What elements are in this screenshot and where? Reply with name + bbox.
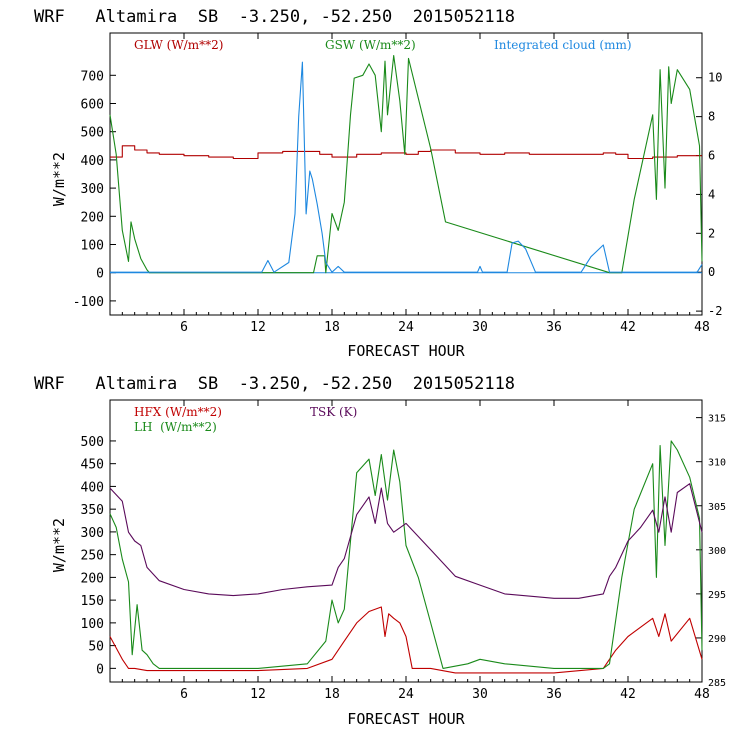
x-tick-label: 12 bbox=[250, 687, 266, 702]
chart-title: WRF Altamira SB -3.250, -52.250 20150521… bbox=[34, 7, 515, 27]
x-tick-label: 30 bbox=[472, 320, 488, 335]
x-tick-label: 42 bbox=[620, 687, 636, 702]
y2-tick-label: 310 bbox=[708, 458, 726, 469]
legend-glw: GLW (W/m**2) bbox=[134, 38, 223, 52]
y2-tick-label: 0 bbox=[708, 265, 715, 279]
x-tick-label: 42 bbox=[620, 320, 636, 335]
y2-tick-label: 2 bbox=[708, 226, 715, 240]
y-tick-label: 100 bbox=[81, 239, 104, 254]
x-axis-label: FORECAST HOUR bbox=[347, 710, 465, 728]
x-tick-label: 6 bbox=[180, 687, 188, 702]
x-tick-label: 36 bbox=[546, 320, 562, 335]
x-tick-label: 36 bbox=[546, 687, 562, 702]
y2-tick-label: 6 bbox=[708, 149, 715, 163]
legend-cloud: Integrated cloud (mm) bbox=[494, 38, 632, 52]
y-tick-label: -100 bbox=[73, 295, 104, 310]
y-tick-label: 0 bbox=[96, 267, 104, 282]
legend-hfx: HFX (W/m**2) bbox=[134, 405, 222, 419]
y2-tick-label: 305 bbox=[708, 502, 726, 513]
y-tick-label: 500 bbox=[81, 435, 104, 450]
y-tick-label: 300 bbox=[81, 526, 104, 541]
y-tick-label: 500 bbox=[81, 126, 104, 141]
x-tick-label: 24 bbox=[398, 320, 414, 335]
y-tick-label: 350 bbox=[81, 503, 104, 518]
y-tick-label: 200 bbox=[81, 210, 104, 225]
x-tick-label: 48 bbox=[694, 320, 710, 335]
y-tick-label: 100 bbox=[81, 617, 104, 632]
y2-tick-label: 290 bbox=[708, 634, 726, 645]
series-glw-line bbox=[110, 145, 702, 160]
x-axis-label: FORECAST HOUR bbox=[347, 342, 465, 360]
series-integrated-line bbox=[110, 61, 703, 273]
y-axis-label: W/m**2 bbox=[50, 152, 68, 206]
y2-tick-label: 295 bbox=[708, 590, 726, 601]
radiation-cloud-chart: WRF Altamira SB -3.250, -52.250 20150521… bbox=[34, 7, 722, 360]
y-tick-label: 200 bbox=[81, 571, 104, 586]
y2-tick-label: 10 bbox=[708, 71, 722, 85]
y-tick-label: 50 bbox=[88, 640, 104, 655]
y2-tick-label: 4 bbox=[708, 187, 715, 201]
y-tick-label: 150 bbox=[81, 594, 104, 609]
y-tick-label: 600 bbox=[81, 98, 104, 113]
series-hfx-line bbox=[109, 606, 703, 674]
y-tick-label: 400 bbox=[81, 480, 104, 495]
x-tick-label: 18 bbox=[324, 687, 340, 702]
chart-title: WRF Altamira SB -3.250, -52.250 20150521… bbox=[34, 374, 515, 394]
x-tick-label: 12 bbox=[250, 320, 266, 335]
x-tick-label: 30 bbox=[472, 687, 488, 702]
y-axis-label: W/m**2 bbox=[50, 518, 68, 572]
x-tick-label: 6 bbox=[180, 320, 188, 335]
x-tick-label: 18 bbox=[324, 320, 340, 335]
x-tick-label: 48 bbox=[694, 687, 710, 702]
y2-tick-label: 300 bbox=[708, 546, 726, 557]
flux-skin-temperature-chart: WRF Altamira SB -3.250, -52.250 20150521… bbox=[34, 374, 726, 728]
legend-lh: LH (W/m**2) bbox=[134, 420, 217, 434]
legend-tsk: TSK (K) bbox=[310, 405, 357, 419]
y2-tick-label: 285 bbox=[708, 678, 726, 689]
series-gsw-line bbox=[109, 55, 703, 274]
y-tick-label: 450 bbox=[81, 458, 104, 473]
legend-gsw: GSW (W/m**2) bbox=[325, 38, 416, 52]
y2-tick-label: 315 bbox=[708, 414, 726, 425]
series-lh-line bbox=[109, 440, 703, 669]
x-tick-label: 24 bbox=[398, 687, 414, 702]
y-tick-label: 250 bbox=[81, 549, 104, 564]
y-tick-label: 0 bbox=[96, 662, 104, 677]
series-tsk-line bbox=[109, 483, 703, 599]
y-tick-label: 400 bbox=[81, 154, 104, 169]
y2-tick-label: 8 bbox=[708, 110, 715, 124]
y-tick-label: 300 bbox=[81, 182, 104, 197]
y2-tick-label: -2 bbox=[708, 304, 722, 318]
y-tick-label: 700 bbox=[81, 69, 104, 84]
